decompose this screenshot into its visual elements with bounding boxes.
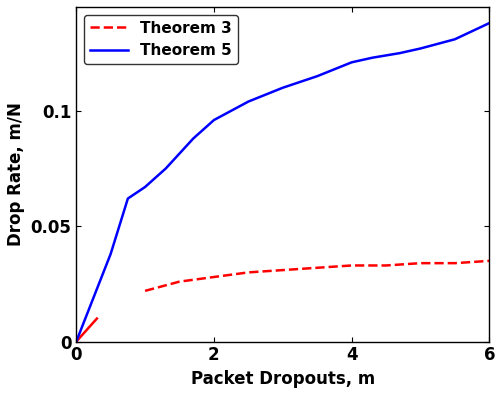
Line: Theorem 5: Theorem 5: [76, 23, 488, 342]
Theorem 3: [279, 268, 285, 273]
Theorem 5: [245, 99, 251, 104]
X-axis label: Packet Dropouts, m: Packet Dropouts, m: [190, 370, 374, 388]
Legend: Theorem 3, Theorem 5: Theorem 3, Theorem 5: [84, 15, 238, 64]
Theorem 3: [451, 261, 457, 265]
Theorem 5: [314, 74, 320, 79]
Theorem 5: [417, 46, 423, 51]
Theorem 5: [369, 55, 375, 60]
Theorem 3: [314, 265, 320, 270]
Theorem 5: [485, 21, 491, 25]
Theorem 5: [162, 166, 168, 171]
Y-axis label: Drop Rate, m/N: Drop Rate, m/N: [7, 102, 25, 246]
Theorem 3: [142, 288, 148, 293]
Theorem 5: [107, 252, 113, 256]
Theorem 3: [348, 263, 354, 268]
Theorem 5: [142, 184, 148, 189]
Theorem 5: [451, 37, 457, 41]
Line: Theorem 3: Theorem 3: [145, 261, 488, 291]
Theorem 5: [348, 60, 354, 65]
Theorem 5: [73, 339, 79, 344]
Theorem 3: [382, 263, 388, 268]
Theorem 5: [125, 196, 131, 201]
Theorem 5: [210, 118, 216, 122]
Theorem 3: [417, 261, 423, 265]
Theorem 3: [245, 270, 251, 275]
Theorem 3: [176, 279, 182, 284]
Theorem 5: [279, 85, 285, 90]
Theorem 3: [210, 275, 216, 279]
Theorem 5: [190, 136, 196, 141]
Theorem 5: [396, 51, 402, 55]
Theorem 3: [485, 258, 491, 263]
